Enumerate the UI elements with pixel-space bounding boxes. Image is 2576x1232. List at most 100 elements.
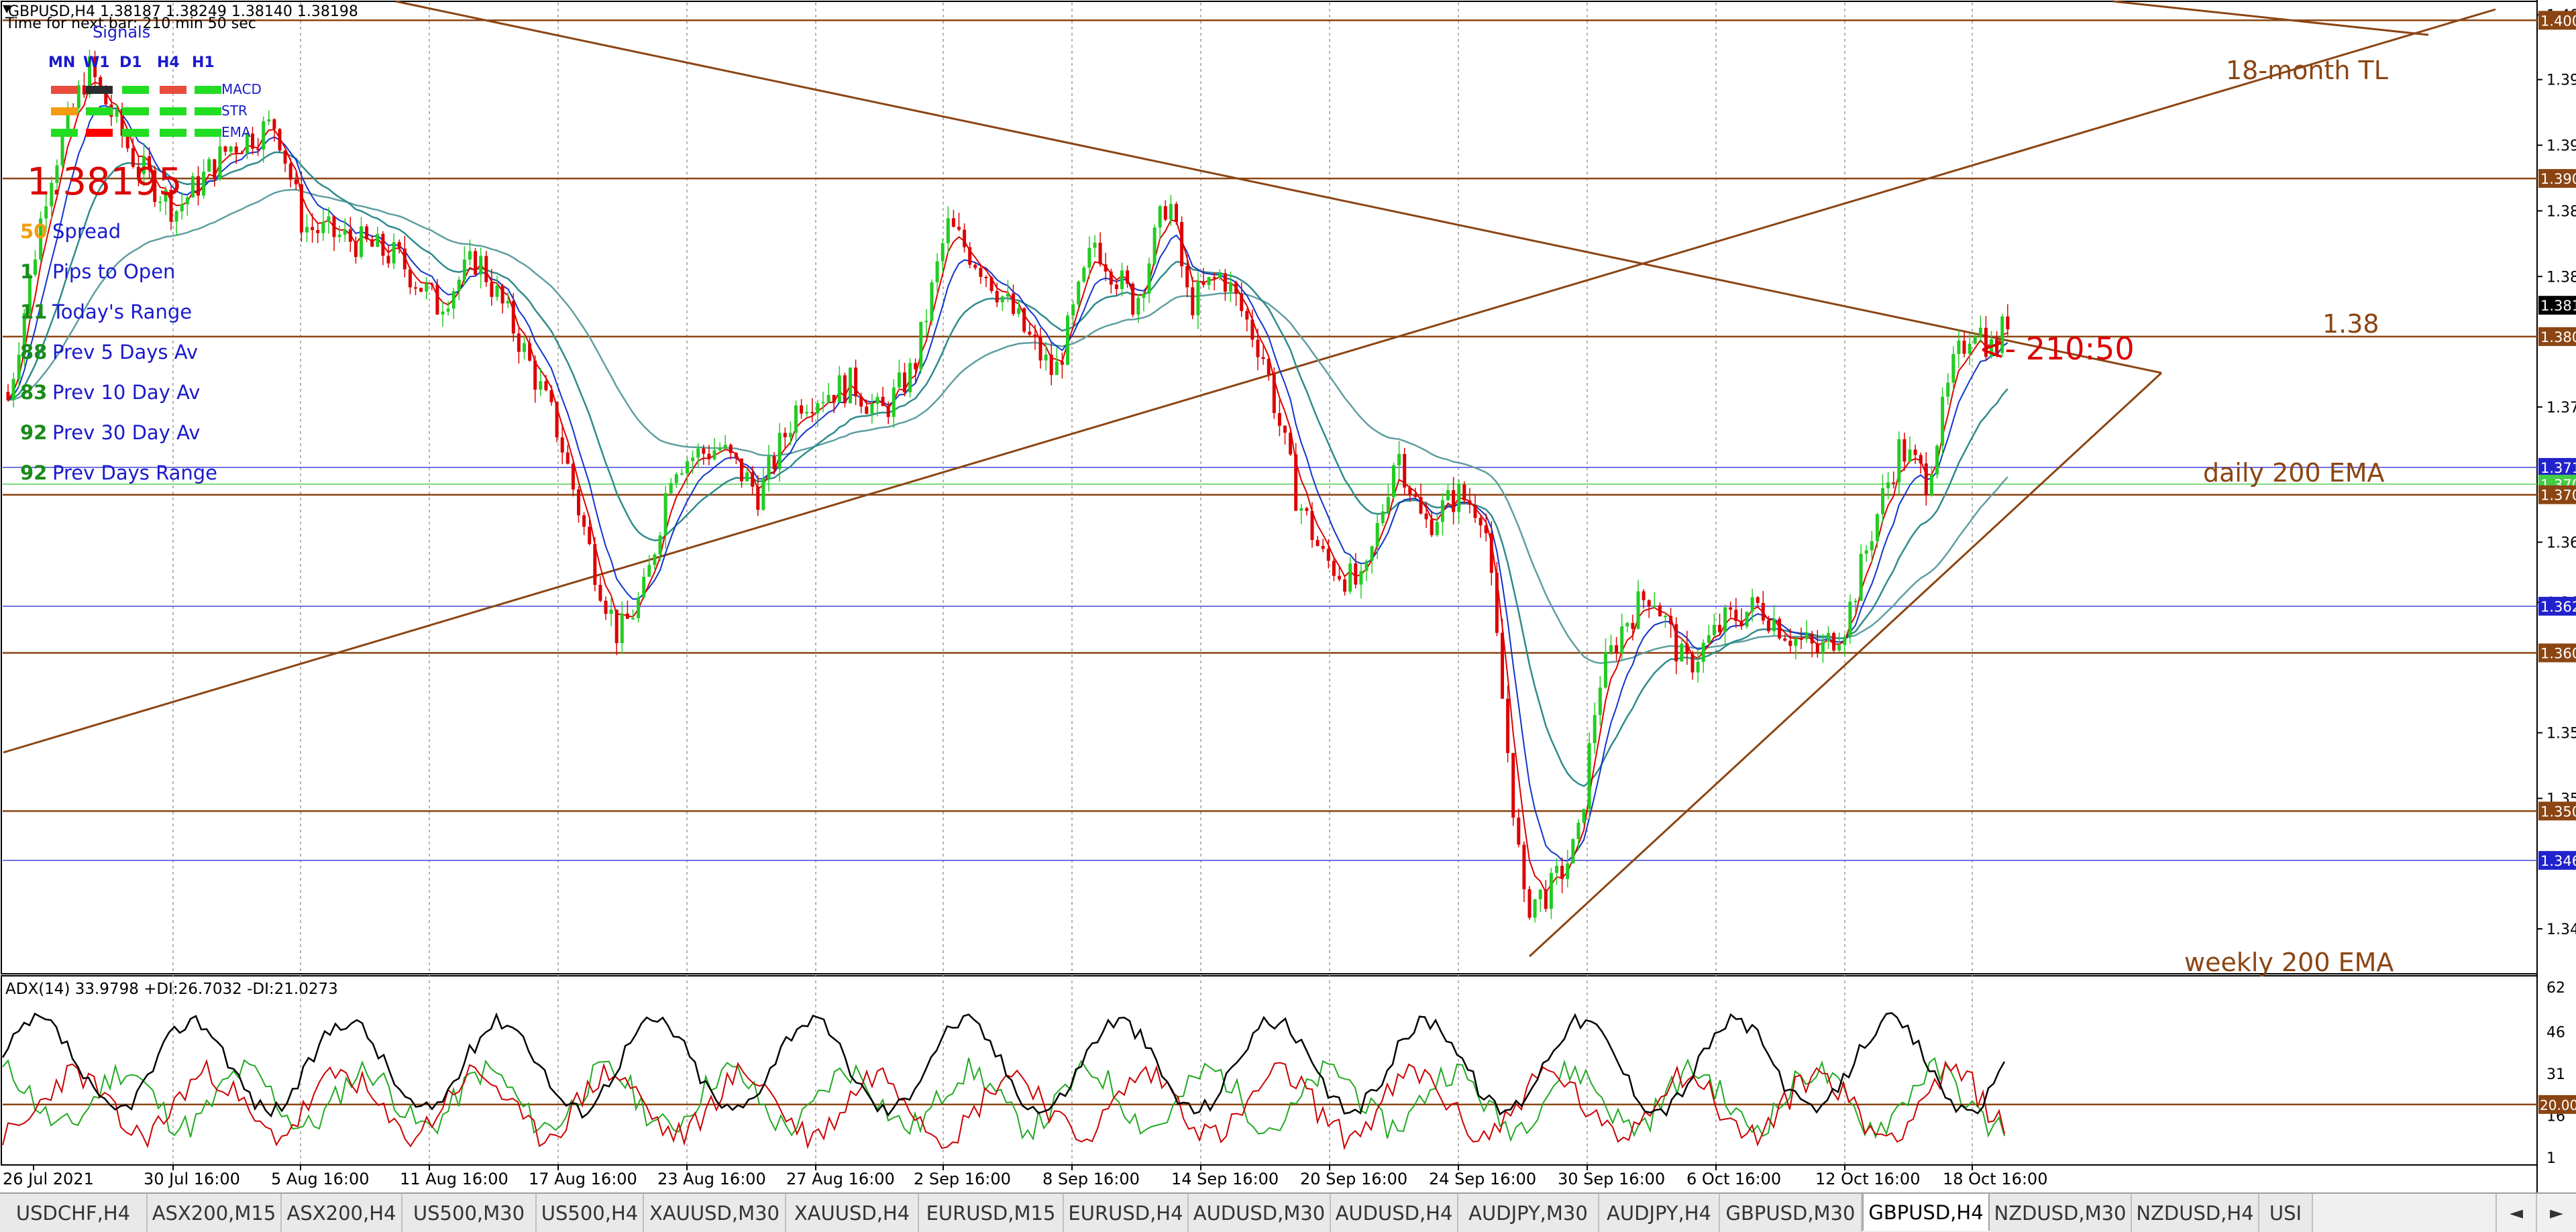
tab-usi[interactable]: USI bbox=[2259, 1194, 2313, 1232]
tab-nzdusd-h4[interactable]: NZDUSD,H4 bbox=[2132, 1194, 2259, 1232]
svg-text:20.0000: 20.0000 bbox=[2540, 1097, 2576, 1113]
stat-value: 1 bbox=[20, 260, 34, 283]
price-level-tag bbox=[2538, 457, 2576, 477]
bar-timer: Time for next bar: 210 min 50 sec bbox=[5, 15, 256, 32]
current-price-large: 1.38195 bbox=[27, 160, 182, 204]
time-axis-label: 14 Sep 16:00 bbox=[1171, 1170, 1279, 1188]
time-axis-label: 18 Oct 16:00 bbox=[1943, 1170, 2047, 1188]
price-tick-label: 1.39625 bbox=[2546, 72, 2576, 89]
tab-us500-m30[interactable]: US500,M30 bbox=[402, 1194, 537, 1232]
price-level-tag bbox=[2538, 296, 2576, 315]
time-axis: 26 Jul 2021 30 Jul 16:00 5 Aug 16:00 11 Aug… bbox=[3, 1165, 2047, 1188]
tab-asx200-m15[interactable]: ASX200,M15 bbox=[148, 1194, 282, 1232]
tab-gbpusd-h4[interactable]: GBPUSD,H4 bbox=[1862, 1194, 1990, 1231]
menu-arrow-icon[interactable]: ▼ bbox=[3, 2, 11, 15]
trendline-label: 18-month TL bbox=[2226, 56, 2388, 85]
signals-title: Signals bbox=[93, 23, 150, 42]
tab-gbpusd-m30[interactable]: GBPUSD,M30 bbox=[1720, 1194, 1862, 1232]
signal-timeframe: H1 bbox=[192, 54, 215, 71]
adx-level-tag bbox=[2538, 1095, 2576, 1114]
time-axis-label: 23 Aug 16:00 bbox=[657, 1170, 766, 1188]
stat-value: 11 bbox=[20, 300, 47, 323]
tabs-scroll-right-icon[interactable]: ► bbox=[2536, 1194, 2576, 1232]
bar-countdown: <- 210:50 bbox=[1979, 331, 2135, 367]
price-chart[interactable]: 1.400351.396251.392101.387951.383801.375… bbox=[0, 0, 2576, 1192]
svg-text:1.37173: 1.37173 bbox=[2540, 460, 2576, 476]
price-tick-label: 1.39210 bbox=[2546, 138, 2576, 155]
signals-panel: MN W1 D1 H4 H1 MACD STR EMA bbox=[48, 54, 262, 140]
signal-timeframe: H4 bbox=[157, 54, 180, 71]
time-axis-label: 20 Sep 16:00 bbox=[1300, 1170, 1407, 1188]
time-axis-label: 27 Aug 16:00 bbox=[786, 1170, 895, 1188]
time-axis-label: 30 Jul 16:00 bbox=[144, 1170, 240, 1188]
stat-label: Prev 30 Day Av bbox=[52, 421, 200, 444]
time-axis-label: 6 Oct 16:00 bbox=[1686, 1170, 1781, 1188]
trendlines bbox=[3, 0, 2496, 958]
price-level-tag bbox=[2538, 11, 2576, 30]
time-axis-label: 12 Oct 16:00 bbox=[1815, 1170, 1920, 1188]
svg-text:1.37000: 1.37000 bbox=[2540, 488, 2576, 504]
stat-label: Today's Range bbox=[52, 300, 192, 323]
tab-asx200-h4[interactable]: ASX200,H4 bbox=[282, 1194, 402, 1232]
adx-tick-label: 62 bbox=[2546, 980, 2565, 997]
tab-us500-h4[interactable]: US500,H4 bbox=[537, 1194, 644, 1232]
price-tick-label: 1.38380 bbox=[2546, 269, 2576, 286]
tab-xauusd-h4[interactable]: XAUUSD,H4 bbox=[786, 1194, 919, 1232]
weekly-ema-label: weekly 200 EMA bbox=[2184, 948, 2394, 977]
signal-row-label: EMA bbox=[221, 124, 251, 140]
tab-audusd-h4[interactable]: AUDUSD,H4 bbox=[1331, 1194, 1458, 1232]
svg-text:1.39000: 1.39000 bbox=[2540, 171, 2576, 187]
stat-value: 92 bbox=[20, 461, 47, 484]
time-axis-label: 17 Aug 16:00 bbox=[529, 1170, 637, 1188]
adx-tick-label: 31 bbox=[2546, 1066, 2565, 1083]
tab-audjpy-h4[interactable]: AUDJPY,H4 bbox=[1599, 1194, 1720, 1232]
symbol-info: GBPUSD,H4 1.38187 1.38249 1.38140 1.3819… bbox=[8, 3, 358, 20]
price-tick-label: 1.37555 bbox=[2546, 400, 2576, 416]
tab-usdchf-h4[interactable]: USDCHF,H4 bbox=[0, 1194, 148, 1232]
svg-text:1.36295: 1.36295 bbox=[2540, 599, 2576, 615]
stat-label: Prev 10 Day Av bbox=[52, 381, 200, 404]
price-level-tag bbox=[2538, 169, 2576, 188]
signal-timeframe: W1 bbox=[83, 54, 110, 71]
level-label: 1.38 bbox=[2322, 309, 2379, 339]
signal-timeframe: MN bbox=[48, 54, 75, 71]
signal-row-label: STR bbox=[221, 103, 248, 119]
price-level-tag bbox=[2538, 327, 2576, 346]
price-axis: 1.400351.396251.392101.387951.383801.375… bbox=[2537, 7, 2576, 938]
time-axis-label: 2 Sep 16:00 bbox=[914, 1170, 1011, 1188]
price-level-tag bbox=[2538, 596, 2576, 616]
symbol-tabs: USDCHF,H4 ASX200,M15 ASX200,H4 US500,M30 US5… bbox=[0, 1192, 2576, 1232]
price-tick-label: 1.34255 bbox=[2546, 921, 2576, 938]
adx-tick-label: 46 bbox=[2546, 1025, 2565, 1042]
adx-header: ADX(14) 33.9798 +DI:26.7032 -DI:21.0273 bbox=[5, 981, 338, 998]
price-level-tag bbox=[2538, 850, 2576, 870]
tab-audusd-m30[interactable]: AUDUSD,M30 bbox=[1189, 1194, 1331, 1232]
tabs-scroll-left-icon[interactable]: ◄ bbox=[2496, 1194, 2536, 1232]
tab-xauusd-m30[interactable]: XAUUSD,M30 bbox=[644, 1194, 786, 1232]
stat-label: Spread bbox=[52, 220, 121, 243]
vertical-grid bbox=[172, 3, 1973, 1164]
time-axis-label: 30 Sep 16:00 bbox=[1558, 1170, 1665, 1188]
signal-timeframe: D1 bbox=[119, 54, 142, 71]
svg-text:1.34688: 1.34688 bbox=[2540, 853, 2576, 869]
stat-value: 83 bbox=[20, 381, 47, 404]
time-axis-label: 8 Sep 16:00 bbox=[1042, 1170, 1140, 1188]
tab-eurusd-m15[interactable]: EURUSD,M15 bbox=[919, 1194, 1064, 1232]
adx-tick-label: 1 bbox=[2546, 1150, 2556, 1167]
tab-nzdusd-m30[interactable]: NZDUSD,M30 bbox=[1990, 1194, 2132, 1232]
horizontal-levels bbox=[3, 19, 2537, 861]
adx-lines bbox=[1, 1012, 2537, 1151]
svg-text:1.40000: 1.40000 bbox=[2540, 13, 2576, 29]
stat-value: 50 bbox=[20, 220, 47, 243]
stat-value: 92 bbox=[20, 421, 47, 444]
svg-text:1.35000: 1.35000 bbox=[2540, 803, 2576, 820]
price-level-tag bbox=[2538, 485, 2576, 504]
price-tick-label: 1.36700 bbox=[2546, 535, 2576, 551]
daily-ema-label: daily 200 EMA bbox=[2203, 458, 2385, 488]
candlesticks bbox=[6, 50, 2010, 923]
tab-audjpy-m30[interactable]: AUDJPY,M30 bbox=[1458, 1194, 1599, 1232]
tab-eurusd-h4[interactable]: EURUSD,H4 bbox=[1064, 1194, 1189, 1232]
svg-text:1.36000: 1.36000 bbox=[2540, 646, 2576, 662]
time-axis-label: 26 Jul 2021 bbox=[3, 1170, 94, 1188]
